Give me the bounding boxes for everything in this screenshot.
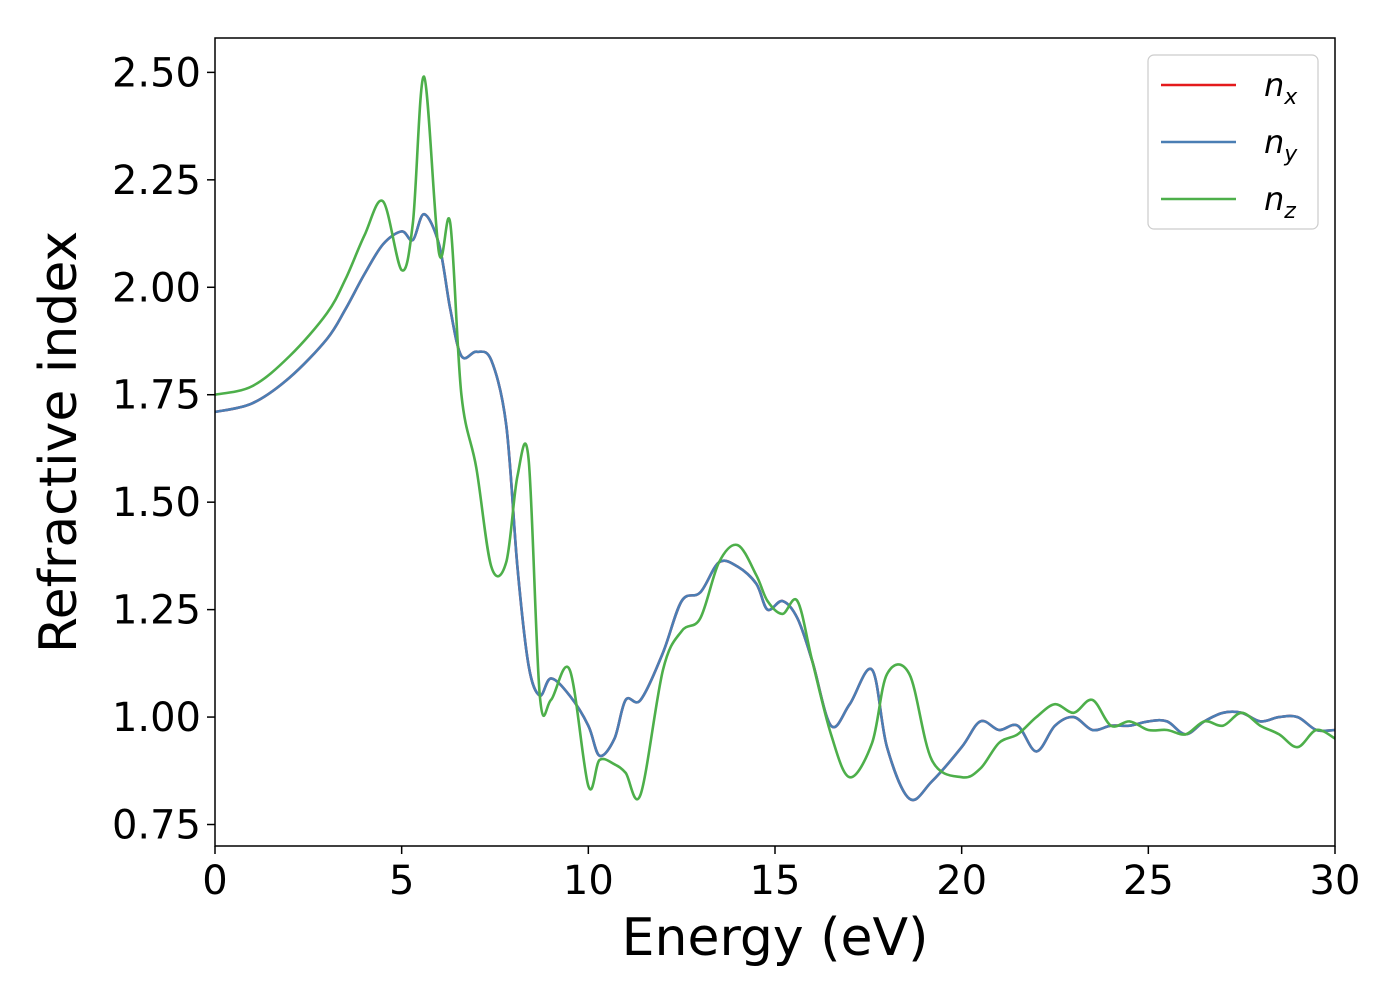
x-axis-title: Energy (eV) (622, 908, 929, 968)
series-line-n-y (214, 212, 1336, 802)
legend: nx ny nz (1147, 54, 1319, 230)
y-axis-title: Refractive index (29, 231, 89, 653)
y-tick-label: 0.75 (112, 803, 201, 849)
x-tick-label: 15 (750, 858, 801, 904)
x-tick-label: 10 (563, 858, 614, 904)
y-tick-label: 1.50 (112, 480, 201, 526)
series-line-n-z (214, 75, 1336, 801)
y-tick-label: 2.00 (112, 265, 201, 311)
x-tick-label: 30 (1310, 858, 1361, 904)
x-tick-label: 5 (389, 858, 414, 904)
legend-label: nz (1264, 180, 1296, 224)
legend-label: nx (1264, 66, 1298, 110)
x-tick-label: 0 (202, 858, 227, 904)
x-axis: 0 5 10 15 20 25 30 (202, 846, 1360, 904)
legend-label: ny (1264, 123, 1298, 167)
x-tick-label: 20 (936, 858, 987, 904)
y-tick-label: 1.25 (112, 588, 201, 634)
y-tick-label: 1.75 (112, 373, 201, 419)
y-axis: 0.75 1.00 1.25 1.50 1.75 2.00 2.25 2.50 (112, 50, 215, 849)
series-layer (214, 75, 1336, 802)
x-tick-label: 25 (1123, 858, 1174, 904)
y-tick-label: 2.50 (112, 50, 201, 96)
y-tick-label: 1.00 (112, 695, 201, 741)
y-tick-label: 2.25 (112, 158, 201, 204)
